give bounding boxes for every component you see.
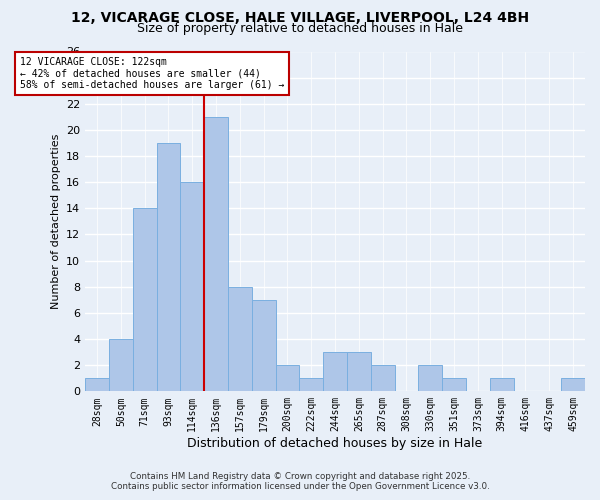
Bar bbox=[157, 143, 181, 392]
Bar bbox=[133, 208, 157, 392]
Bar bbox=[323, 352, 347, 392]
Bar bbox=[371, 365, 395, 392]
Text: Contains HM Land Registry data © Crown copyright and database right 2025.
Contai: Contains HM Land Registry data © Crown c… bbox=[110, 472, 490, 491]
Text: 12 VICARAGE CLOSE: 122sqm
← 42% of detached houses are smaller (44)
58% of semi-: 12 VICARAGE CLOSE: 122sqm ← 42% of detac… bbox=[20, 56, 284, 90]
X-axis label: Distribution of detached houses by size in Hale: Distribution of detached houses by size … bbox=[187, 437, 483, 450]
Bar bbox=[85, 378, 109, 392]
Y-axis label: Number of detached properties: Number of detached properties bbox=[50, 134, 61, 309]
Bar bbox=[275, 365, 299, 392]
Bar bbox=[252, 300, 275, 392]
Bar bbox=[418, 365, 442, 392]
Text: Size of property relative to detached houses in Hale: Size of property relative to detached ho… bbox=[137, 22, 463, 35]
Bar bbox=[109, 339, 133, 392]
Bar bbox=[228, 287, 252, 392]
Bar bbox=[490, 378, 514, 392]
Bar bbox=[204, 117, 228, 392]
Bar bbox=[561, 378, 585, 392]
Bar bbox=[347, 352, 371, 392]
Bar bbox=[181, 182, 204, 392]
Text: 12, VICARAGE CLOSE, HALE VILLAGE, LIVERPOOL, L24 4BH: 12, VICARAGE CLOSE, HALE VILLAGE, LIVERP… bbox=[71, 11, 529, 25]
Bar bbox=[299, 378, 323, 392]
Bar bbox=[442, 378, 466, 392]
